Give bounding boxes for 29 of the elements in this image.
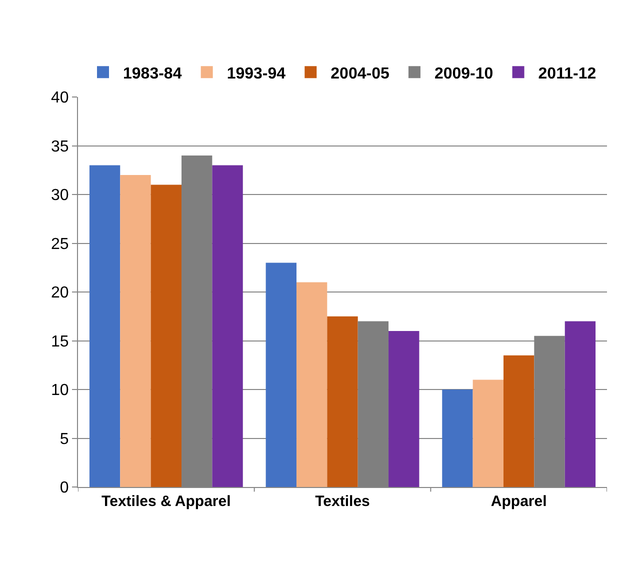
y-tick-label: 35 xyxy=(51,138,69,156)
y-tick-label: 0 xyxy=(60,480,69,497)
x-tick-label: Apparel xyxy=(490,493,547,510)
bar xyxy=(266,262,296,487)
legend-label: 2009-10 xyxy=(434,65,494,82)
y-tick-label: 40 xyxy=(51,90,69,107)
bar xyxy=(472,380,504,487)
legend-label: 1983-84 xyxy=(123,65,182,82)
bar xyxy=(442,390,473,487)
x-tick-label: Textiles & Apparel xyxy=(102,493,231,510)
y-tick-label: 25 xyxy=(51,236,69,253)
y-tick-label: 30 xyxy=(51,187,69,204)
bar xyxy=(503,355,534,487)
bar xyxy=(120,175,151,487)
bar xyxy=(327,316,358,487)
legend-label: 1993-94 xyxy=(226,65,286,82)
legend-label: 2004-05 xyxy=(330,65,390,82)
bar xyxy=(212,165,243,487)
bar xyxy=(388,331,420,487)
bar xyxy=(296,282,328,487)
legend-label: 2011-12 xyxy=(538,65,596,82)
bar xyxy=(150,184,182,487)
y-tick-label: 10 xyxy=(51,382,69,400)
x-tick-label: Textiles xyxy=(315,493,370,510)
y-tick-label: 15 xyxy=(51,333,69,350)
bar xyxy=(89,165,120,487)
y-tick-label: 20 xyxy=(51,284,69,302)
bar xyxy=(564,321,596,487)
y-tick-label: 5 xyxy=(60,430,69,448)
